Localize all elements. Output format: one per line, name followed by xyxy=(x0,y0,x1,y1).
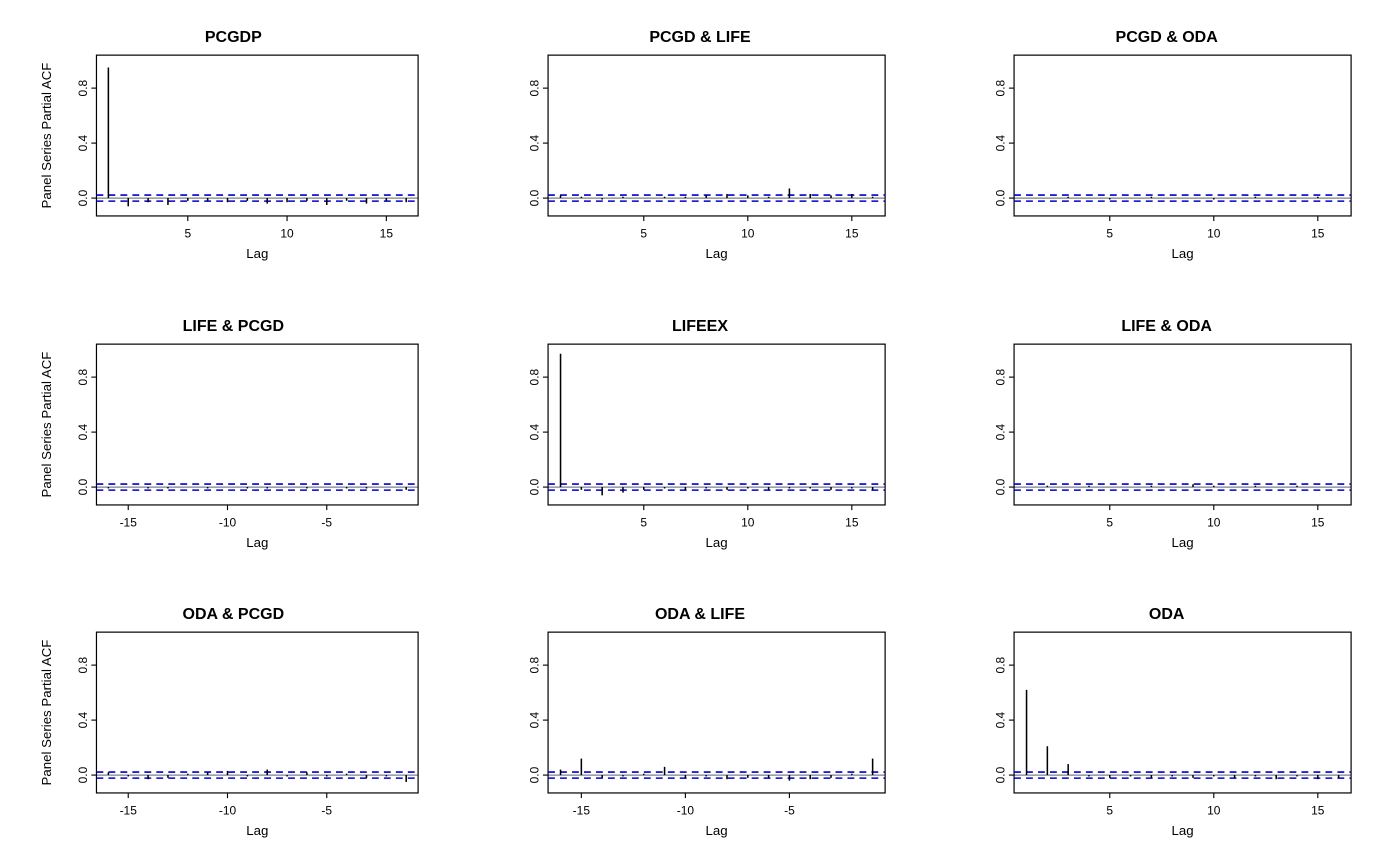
svg-text:0.4: 0.4 xyxy=(76,423,90,440)
pacf-plot-pcgdp: 5 10 15 0.0 0.4 0.8 Lag Panel Series Partial AC… xyxy=(40,54,419,261)
svg-text:10: 10 xyxy=(280,226,294,240)
panel-title: PCGDP xyxy=(204,29,262,46)
panel-life-oda: LIFE & ODA 5 10 15 0.0 0.4 0.8 Lag xyxy=(973,305,1360,562)
svg-text:0.0: 0.0 xyxy=(76,767,90,784)
svg-text:0.8: 0.8 xyxy=(994,657,1008,674)
pacf-plot-pcgd-life: 5 10 15 0.0 0.4 0.8 Lag xyxy=(527,54,886,261)
svg-text:15: 15 xyxy=(845,226,859,240)
svg-text:10: 10 xyxy=(1207,226,1221,240)
svg-text:-5: -5 xyxy=(321,804,332,818)
svg-text:-10: -10 xyxy=(219,804,237,818)
svg-text:0.8: 0.8 xyxy=(994,79,1008,96)
pacf-plot-pcgd-oda: 5 10 15 0.0 0.4 0.8 Lag xyxy=(994,54,1353,261)
svg-text:Lag: Lag xyxy=(246,823,268,838)
panel-title: PCGD & ODA xyxy=(1115,29,1218,46)
svg-text:Lag: Lag xyxy=(1172,246,1194,261)
svg-text:15: 15 xyxy=(845,515,859,529)
svg-text:5: 5 xyxy=(1107,226,1114,240)
svg-text:-15: -15 xyxy=(572,804,590,818)
panel-oda-pcgd: ODA & PCGD -15 -10 -5 0.0 0.4 0.8 Lag Panel Ser… xyxy=(40,593,427,850)
svg-text:0.4: 0.4 xyxy=(994,134,1008,151)
panel-title: ODA & PCGD xyxy=(182,606,285,624)
svg-text:Panel Series Partial ACF: Panel Series Partial ACF xyxy=(40,63,54,209)
svg-text:0.4: 0.4 xyxy=(527,712,541,729)
svg-text:Lag: Lag xyxy=(705,246,727,261)
pacf-plot-oda-pcgd: -15 -10 -5 0.0 0.4 0.8 Lag Panel Series Partial… xyxy=(40,631,419,838)
svg-text:0.0: 0.0 xyxy=(527,189,541,206)
svg-text:5: 5 xyxy=(184,226,191,240)
svg-text:0.0: 0.0 xyxy=(76,189,90,206)
svg-text:Panel Series Partial ACF: Panel Series Partial ACF xyxy=(40,351,54,497)
svg-text:0.4: 0.4 xyxy=(527,423,541,440)
panel-title: LIFEEX xyxy=(671,317,728,335)
svg-text:0.0: 0.0 xyxy=(994,767,1008,784)
svg-text:0.4: 0.4 xyxy=(76,134,90,151)
panel-pcgd-oda: PCGD & ODA 5 10 15 0.0 0.4 0.8 Lag xyxy=(973,16,1360,273)
svg-text:Lag: Lag xyxy=(246,535,268,550)
svg-text:10: 10 xyxy=(741,226,755,240)
svg-text:Lag: Lag xyxy=(1172,823,1194,838)
panel-title: ODA & LIFE xyxy=(654,606,746,624)
pacf-plot-oda: 5 10 15 0.0 0.4 0.8 Lag xyxy=(994,631,1353,838)
svg-text:0.4: 0.4 xyxy=(994,423,1008,440)
svg-text:-5: -5 xyxy=(784,804,795,818)
panel-title: LIFE & ODA xyxy=(1121,317,1212,335)
svg-text:15: 15 xyxy=(1311,804,1325,818)
svg-text:Lag: Lag xyxy=(1172,535,1194,550)
svg-text:0.4: 0.4 xyxy=(527,134,541,151)
svg-text:0.8: 0.8 xyxy=(527,79,541,96)
panel-title: LIFE & PCGD xyxy=(182,317,284,335)
svg-text:Lag: Lag xyxy=(705,823,727,838)
svg-text:15: 15 xyxy=(1311,226,1325,240)
svg-text:0.8: 0.8 xyxy=(527,368,541,385)
panel-life-pcgd: LIFE & PCGD -15 -10 -5 0.0 0.4 0.8 Lag Panel Se… xyxy=(40,305,427,562)
svg-text:-15: -15 xyxy=(120,515,138,529)
svg-text:0.0: 0.0 xyxy=(527,478,541,495)
svg-text:0.4: 0.4 xyxy=(994,712,1008,729)
pacf-plot-life-pcgd: -15 -10 -5 0.0 0.4 0.8 Lag Panel Series Partial… xyxy=(40,343,419,550)
svg-text:10: 10 xyxy=(1207,515,1221,529)
svg-text:0.8: 0.8 xyxy=(76,368,90,385)
panel-oda: ODA 5 10 15 0.0 0.4 0.8 Lag xyxy=(973,593,1360,850)
svg-text:0.8: 0.8 xyxy=(76,657,90,674)
svg-text:5: 5 xyxy=(640,226,647,240)
svg-text:-5: -5 xyxy=(321,515,332,529)
svg-text:-10: -10 xyxy=(219,515,237,529)
svg-text:10: 10 xyxy=(1207,804,1221,818)
svg-text:0.0: 0.0 xyxy=(994,189,1008,206)
panel-oda-life: ODA & LIFE -15 -10 -5 0.0 0.4 0.8 Lag xyxy=(507,593,894,850)
panel-title: ODA xyxy=(1148,606,1185,624)
panel-lifeex: LIFEEX 5 10 15 0.0 0.4 0.8 Lag xyxy=(507,305,894,562)
pacf-plot-life-oda: 5 10 15 0.0 0.4 0.8 Lag xyxy=(994,343,1353,550)
svg-text:15: 15 xyxy=(380,226,394,240)
svg-text:5: 5 xyxy=(640,515,647,529)
svg-text:0.0: 0.0 xyxy=(527,767,541,784)
svg-text:Panel Series Partial ACF: Panel Series Partial ACF xyxy=(40,640,54,786)
svg-text:0.8: 0.8 xyxy=(76,79,90,96)
pacf-plot-oda-life: -15 -10 -5 0.0 0.4 0.8 Lag xyxy=(527,631,886,838)
panel-pcgdp: PCGDP 5 10 15 0.0 0.4 0.8 Lag Panel Series Part… xyxy=(40,16,427,273)
svg-text:-15: -15 xyxy=(120,804,138,818)
panel-pcgd-life: PCGD & LIFE 5 10 15 0.0 0.4 0.8 Lag xyxy=(507,16,894,273)
svg-text:15: 15 xyxy=(1311,515,1325,529)
svg-text:0.4: 0.4 xyxy=(76,712,90,729)
pacf-plot-lifeex: 5 10 15 0.0 0.4 0.8 Lag xyxy=(527,343,886,550)
svg-text:10: 10 xyxy=(741,515,755,529)
svg-text:0.8: 0.8 xyxy=(527,657,541,674)
svg-text:Lag: Lag xyxy=(246,246,268,261)
panel-title: PCGD & LIFE xyxy=(649,29,751,46)
svg-text:0.0: 0.0 xyxy=(76,478,90,495)
svg-text:0.0: 0.0 xyxy=(994,478,1008,495)
svg-text:Lag: Lag xyxy=(705,535,727,550)
svg-text:5: 5 xyxy=(1107,515,1114,529)
svg-text:-10: -10 xyxy=(676,804,694,818)
svg-text:0.8: 0.8 xyxy=(994,368,1008,385)
svg-text:5: 5 xyxy=(1107,804,1114,818)
